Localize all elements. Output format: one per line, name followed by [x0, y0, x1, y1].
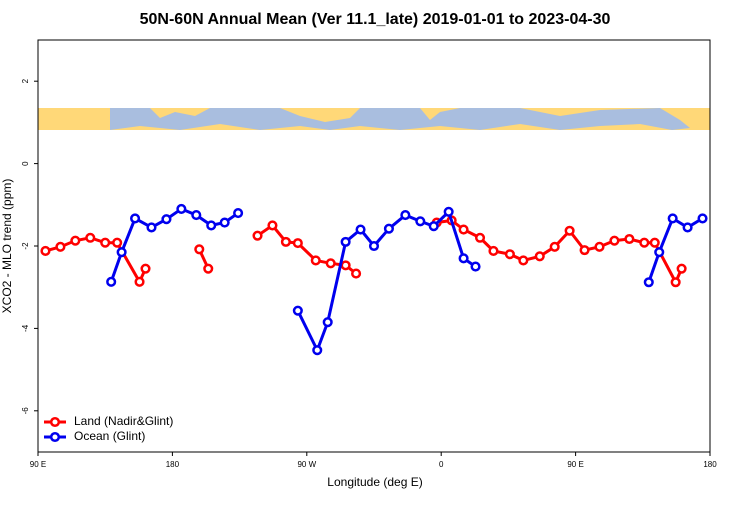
point	[355, 224, 366, 235]
point	[504, 249, 515, 260]
point	[219, 217, 230, 228]
point	[194, 244, 205, 255]
point	[203, 263, 214, 274]
point	[206, 220, 217, 231]
x-tick-label: 0	[439, 460, 444, 469]
point	[292, 305, 303, 316]
point	[594, 241, 605, 252]
point	[400, 210, 411, 221]
point	[670, 277, 681, 288]
point	[443, 206, 454, 217]
x-tick-label: 90 E	[567, 460, 583, 469]
y-tick-label: -6	[21, 407, 30, 415]
point	[470, 261, 481, 272]
point	[134, 276, 145, 287]
point	[325, 258, 336, 269]
point	[70, 235, 81, 246]
series-line	[109, 207, 704, 355]
point	[458, 253, 469, 264]
point	[579, 245, 590, 256]
point	[140, 263, 151, 274]
point	[100, 237, 111, 248]
y-tick-label: 2	[21, 78, 30, 83]
point	[428, 221, 439, 232]
y-axis-label: XCO2 - MLO trend (ppm)	[0, 179, 14, 314]
point	[609, 235, 620, 246]
point	[564, 225, 575, 236]
point	[176, 203, 187, 214]
legend-marker	[49, 431, 61, 443]
point	[676, 263, 687, 274]
point	[312, 345, 323, 356]
point	[233, 207, 244, 219]
x-tick-label: 180	[166, 460, 180, 469]
point	[40, 245, 51, 256]
point	[549, 241, 560, 252]
point	[649, 237, 660, 248]
y-tick-label: 0	[21, 161, 30, 166]
point	[351, 268, 362, 279]
point	[340, 236, 351, 247]
point	[267, 220, 278, 231]
point	[458, 224, 469, 235]
x-tick-label: 180	[703, 460, 717, 469]
point	[667, 213, 678, 224]
legend-marker	[49, 416, 61, 428]
point	[415, 216, 426, 227]
point	[310, 255, 321, 266]
x-tick-label: 90 W	[297, 460, 316, 469]
point	[383, 223, 394, 234]
point	[368, 240, 380, 252]
y-tick-label: -4	[21, 324, 30, 332]
point	[191, 210, 202, 221]
point	[161, 214, 172, 225]
point	[85, 232, 96, 243]
point	[534, 251, 545, 262]
point	[639, 237, 650, 248]
map-band	[38, 108, 710, 130]
point	[488, 245, 499, 256]
point	[624, 233, 635, 245]
point	[280, 236, 291, 247]
point	[112, 237, 123, 248]
point	[340, 260, 351, 271]
point	[474, 232, 486, 243]
point	[654, 247, 665, 258]
point	[322, 317, 333, 328]
x-tick-label: 90 E	[30, 460, 46, 469]
point	[116, 247, 127, 258]
point	[252, 230, 263, 241]
point	[130, 213, 141, 224]
chart-title: 50N-60N Annual Mean (Ver 11.1_late) 2019…	[140, 11, 611, 28]
legend-label: Ocean (Glint)	[74, 429, 145, 443]
point	[697, 213, 708, 224]
point	[146, 222, 157, 233]
point	[518, 255, 529, 266]
y-tick-label: -2	[21, 242, 30, 250]
series-line	[45, 218, 684, 286]
x-axis-label: Longitude (deg E)	[327, 475, 422, 489]
legend-label: Land (Nadir&Glint)	[74, 414, 173, 428]
point	[292, 238, 303, 249]
point	[106, 276, 117, 287]
point	[643, 277, 654, 288]
point	[682, 222, 693, 233]
point	[55, 241, 66, 252]
